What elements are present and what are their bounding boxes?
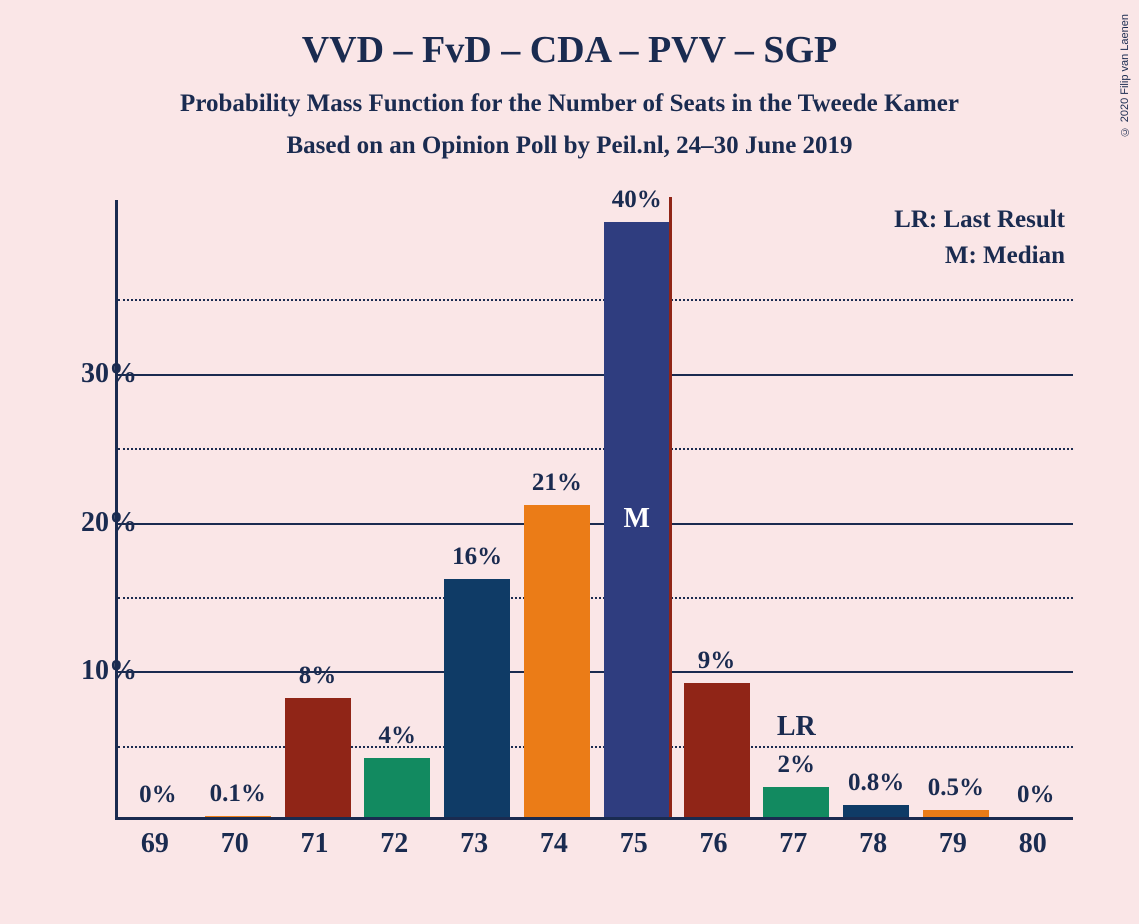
median-marker (669, 197, 672, 817)
bar-value-label: 4% (379, 722, 417, 750)
x-axis-label: 72 (354, 828, 434, 860)
x-axis-label: 69 (115, 828, 195, 860)
x-axis-label: 80 (993, 828, 1073, 860)
x-axis-label: 76 (674, 828, 754, 860)
x-axis-label: 70 (195, 828, 275, 860)
bar (763, 787, 829, 817)
x-axis-label: 79 (913, 828, 993, 860)
bar-value-label: 0.8% (848, 769, 904, 797)
bar-value-label: 40% (612, 186, 662, 214)
grid-minor (118, 597, 1073, 599)
x-axis-label: 74 (514, 828, 594, 860)
chart-subtitle-2: Based on an Opinion Poll by Peil.nl, 24–… (0, 118, 1139, 160)
grid-minor (118, 746, 1073, 748)
x-axis-label: 75 (594, 828, 674, 860)
x-axis-label: 78 (833, 828, 913, 860)
last-result-label: LR (777, 711, 816, 743)
legend-lr: LR: Last Result (894, 206, 1065, 234)
chart-subtitle-1: Probability Mass Function for the Number… (0, 72, 1139, 118)
grid-major (118, 671, 1073, 673)
copyright-text: © 2020 Filip van Laenen (1119, 14, 1131, 137)
y-axis-label: 30% (81, 358, 137, 390)
bar-value-label: 16% (452, 543, 502, 571)
bar-value-label: 0% (139, 781, 177, 809)
x-axis-label: 73 (434, 828, 514, 860)
grid-major (118, 523, 1073, 525)
plot-area: 0%0.1%8%4%16%21%40%9%2%0.8%0.5%0%MLR (115, 200, 1073, 820)
bar (205, 816, 271, 817)
x-axis-label: 71 (275, 828, 355, 860)
chart-title: VVD – FvD – CDA – PVV – SGP (0, 0, 1139, 72)
bar-value-label: 0% (1017, 781, 1055, 809)
bar (444, 579, 510, 817)
bar (843, 805, 909, 817)
grid-minor (118, 448, 1073, 450)
bar-value-label: 0.1% (210, 780, 266, 808)
legend-m: M: Median (945, 242, 1065, 270)
median-label: M (623, 503, 649, 535)
bar-value-label: 8% (299, 662, 337, 690)
title-block: VVD – FvD – CDA – PVV – SGP Probability … (0, 0, 1139, 160)
bar (285, 698, 351, 817)
bar (923, 810, 989, 817)
bar-value-label: 0.5% (928, 774, 984, 802)
y-axis-label: 10% (81, 655, 137, 687)
bar-value-label: 2% (778, 751, 816, 779)
grid-minor (118, 299, 1073, 301)
bar-value-label: 21% (532, 469, 582, 497)
bar-value-label: 9% (698, 647, 736, 675)
grid-major (118, 374, 1073, 376)
chart-area: 0%0.1%8%4%16%21%40%9%2%0.8%0.5%0%MLR LR:… (115, 200, 1105, 880)
bar (524, 505, 590, 817)
y-axis-label: 20% (81, 507, 137, 539)
bar (364, 758, 430, 818)
bar (684, 683, 750, 817)
x-axis-label: 77 (753, 828, 833, 860)
